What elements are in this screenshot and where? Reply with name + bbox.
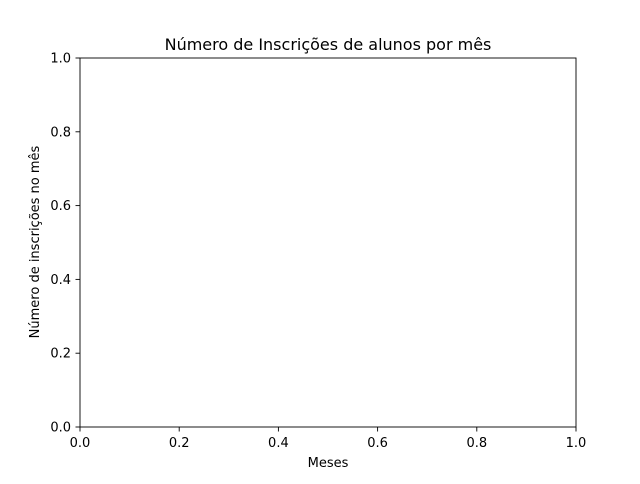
y-tick-label: 1.0 [50,52,71,67]
x-tick-label: 0.6 [367,436,388,451]
x-tick-label: 0.0 [70,436,91,451]
y-tick-label: 0.6 [50,199,71,214]
y-tick-label: 0.2 [50,347,71,362]
x-tick-label: 0.2 [169,436,190,451]
x-tick-label: 0.4 [268,436,289,451]
plot-frame [79,57,577,428]
x-axis-label: Meses [308,456,349,471]
x-tick-label: 1.0 [566,436,587,451]
x-axis-ticks: 0.0 0.2 0.4 0.6 0.8 1.0 [70,427,587,451]
x-tick-label: 0.8 [466,436,487,451]
chart-title: Número de Inscrições de alunos por mês [165,35,492,54]
y-tick-label: 0.4 [50,273,71,288]
plot-area [80,58,576,427]
y-axis-label: Número de inscrições no mês [28,145,43,338]
y-tick-label: 0.0 [50,421,71,436]
y-tick-label: 0.8 [50,125,71,140]
y-axis-ticks: 0.0 0.2 0.4 0.6 0.8 1.0 [50,52,80,436]
